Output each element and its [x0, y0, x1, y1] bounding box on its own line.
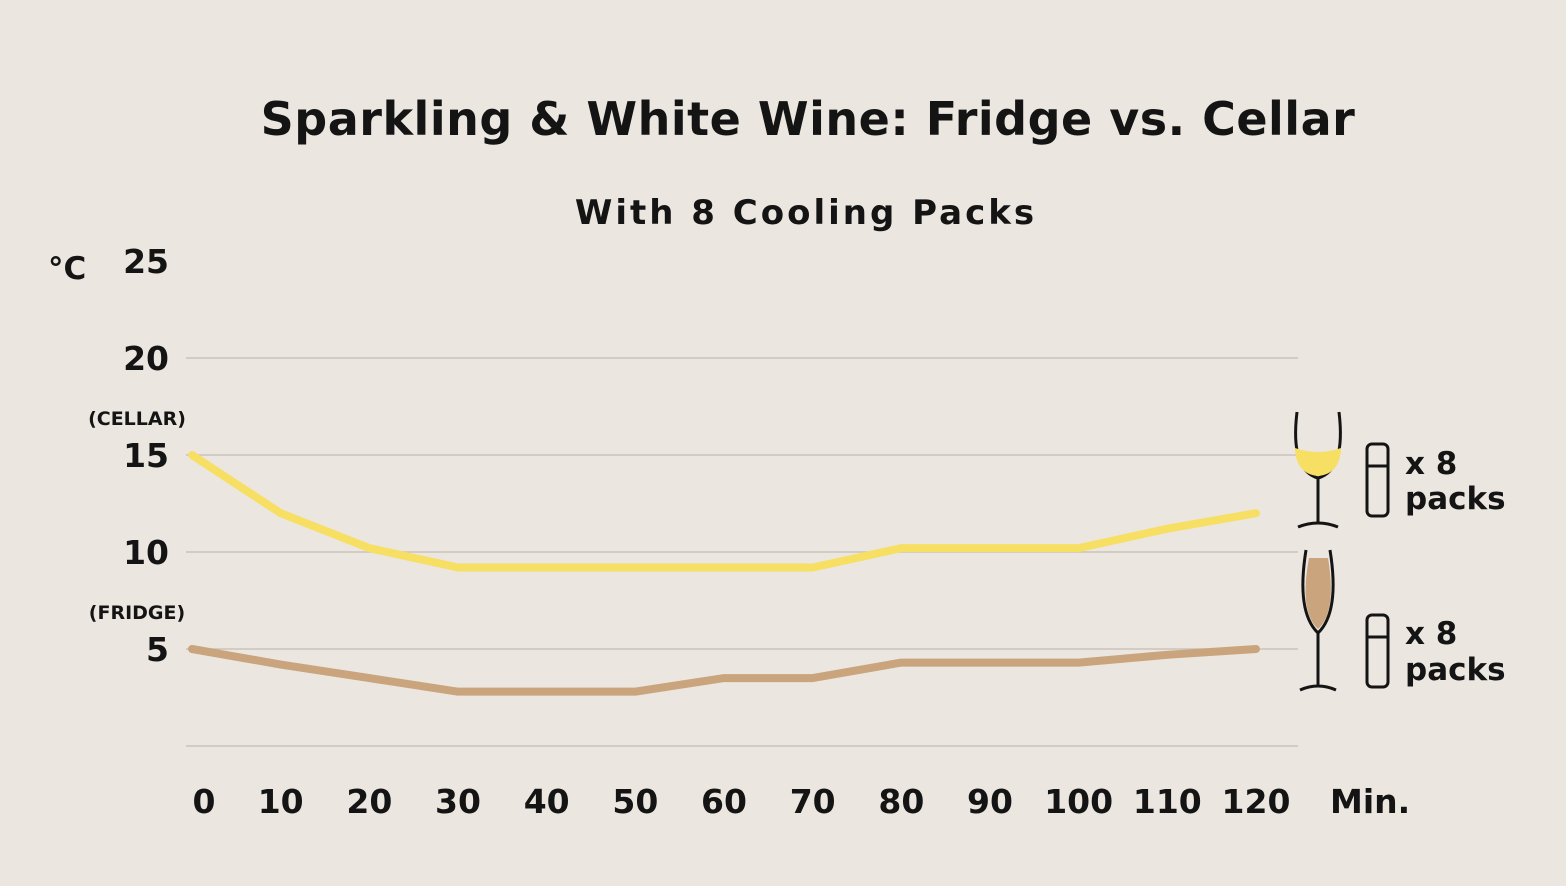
- y-axis-unit-label: °C: [48, 251, 86, 287]
- packs-word-label: packs: [1405, 481, 1506, 517]
- x-axis: Min. 0 10 20 30 40 50 60 70 80 90 100 110 120: [193, 782, 1411, 821]
- legend-white-wine: x 8 packs: [1294, 411, 1506, 529]
- series-line-1: [188, 645, 1260, 696]
- x-tick-label: 60: [701, 782, 747, 821]
- chart-subtitle: With 8 Cooling Packs: [574, 193, 1038, 233]
- x-tick-label: 80: [878, 782, 924, 821]
- chart-title: Sparkling & White Wine: Fridge vs. Cella…: [260, 92, 1356, 146]
- packs-word-label: packs: [1405, 652, 1506, 688]
- x-tick-label: 10: [258, 782, 304, 821]
- y-tick-label: 10: [123, 533, 169, 572]
- y-tick-annotation: (CELLAR): [88, 408, 186, 430]
- x-tick-label: 20: [346, 782, 392, 821]
- y-tick-label: 5: [146, 630, 169, 669]
- x-tick-label: 90: [967, 782, 1013, 821]
- x-tick-label: 30: [435, 782, 481, 821]
- x-tick-label: 40: [524, 782, 570, 821]
- x-tick-label: 50: [612, 782, 658, 821]
- x-axis-unit-label: Min.: [1330, 782, 1410, 821]
- x-tick-label: 0: [193, 782, 216, 821]
- packs-count-label: x 8: [1405, 616, 1457, 652]
- series-line-0: [188, 451, 1260, 572]
- x-tick-label: 100: [1044, 782, 1113, 821]
- y-axis: °C 25 20 15 10 5 (CELLAR) (FRIDGE): [48, 242, 186, 669]
- cooling-pack-icon: [1365, 442, 1390, 518]
- gridlines: [186, 357, 1298, 747]
- series-lines: [188, 451, 1260, 696]
- champagne-flute-icon: [1299, 549, 1337, 692]
- white-wine-glass-icon: [1294, 411, 1342, 529]
- x-tick-label: 110: [1133, 782, 1202, 821]
- y-tick-label: 20: [123, 339, 169, 378]
- x-tick-label: 120: [1222, 782, 1291, 821]
- cooling-pack-icon: [1365, 613, 1390, 689]
- legend-sparkling-wine: x 8 packs: [1299, 549, 1506, 692]
- y-tick-label: 15: [123, 436, 169, 475]
- packs-count-label: x 8: [1405, 446, 1457, 482]
- y-tick-label: 25: [123, 242, 169, 281]
- x-tick-label: 70: [790, 782, 836, 821]
- y-tick-annotation: (FRIDGE): [89, 602, 185, 624]
